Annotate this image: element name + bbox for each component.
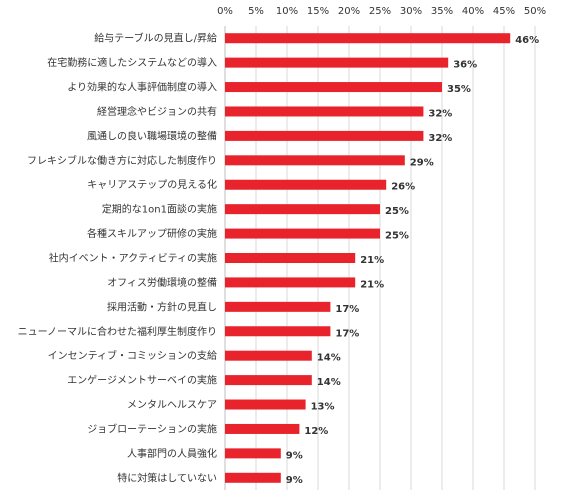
bar [225,204,380,215]
value-label: 17% [335,304,359,315]
bars [225,33,511,483]
x-tick-label: 40% [462,6,484,17]
bar [225,277,356,288]
value-label: 35% [447,84,471,95]
bar [225,179,387,190]
bar [225,228,380,239]
x-tick-label: 10% [276,6,298,17]
category-label: より効果的な人事評価制度の導入 [67,81,217,94]
category-label: 在宅勤務に適したシステムなどの導入 [47,56,217,69]
category-label: 定期的な1on1面談の実施 [102,203,217,216]
value-label: 13% [311,402,335,413]
bar [225,253,356,263]
bar [225,423,300,434]
category-label: インセンティブ・コミッションの支給 [48,349,217,362]
bar [225,350,312,361]
value-label: 25% [385,206,409,217]
category-label: ジョブローテーションの実施 [87,422,217,435]
category-label: 経営理念やビジョンの共有 [97,105,217,118]
x-tick-label: 25% [369,6,391,17]
category-label: キャリアステップの見える化 [87,178,217,191]
bar [225,106,424,117]
category-label: 社内イベント・アクティビティの実施 [49,252,217,265]
bar [225,155,405,166]
x-tick-label: 45% [493,6,515,17]
value-label: 26% [391,182,415,193]
category-label: 特に対策はしていない [117,471,217,484]
bar [225,82,442,93]
category-label: エンゲージメントサーベイの実施 [67,374,217,387]
category-label: ニューノーマルに合わせた福利厚生制度作り [18,325,217,338]
x-tick-label: 5% [248,6,264,17]
value-label: 9% [286,475,303,486]
value-label: 46% [515,35,539,46]
category-label: 各種スキルアップ研修の実施 [87,227,217,240]
bar [225,472,281,483]
bar [225,130,424,141]
value-label: 32% [428,108,452,119]
category-label: 風通しの良い職場環境の整備 [87,129,217,142]
category-label: 採用活動・方針の見直し [107,300,217,313]
x-tick-label: 30% [400,6,422,17]
value-label: 9% [286,450,303,461]
x-tick-label: 20% [338,6,360,17]
bar [225,326,331,337]
category-label: メンタルヘルスケア [127,399,217,411]
category-label: 人事部門の人員強化 [127,447,217,460]
value-label: 21% [360,255,384,266]
value-labels: 46% 36% 35% 32% 32% 29% 26% 25% 25% 21% 21% 17% 17% 1… [286,35,539,486]
value-label: 12% [304,426,328,437]
value-label: 36% [453,60,477,71]
value-label: 25% [385,231,409,242]
category-labels: 給与テーブルの見直し/昇給在宅勤務に適したシステムなどの導入より効果的な人事評価… [18,32,217,485]
x-tick-label: 50% [524,6,546,17]
x-tick-label: 35% [431,6,453,17]
bar [225,399,306,410]
value-label: 32% [428,133,452,144]
value-label: 17% [335,328,359,339]
category-label: 給与テーブルの見直し/昇給 [94,32,217,45]
bar [225,33,511,44]
category-label: オフィス労働環境の整備 [107,276,217,289]
value-label: 29% [410,157,434,168]
x-axis-tick-labels: 0% 5% 10% 15% 20% 25% 30% 35% 40% 45% 50% [217,6,546,17]
value-label: 14% [317,377,341,388]
x-tick-label: 15% [307,6,329,17]
value-label: 14% [317,353,341,364]
bar [225,375,312,386]
bar [225,57,449,68]
bar [225,301,331,312]
value-label: 21% [360,279,384,290]
x-tick-label: 0% [217,6,233,17]
category-label: フレキシブルな働き方に対応した制度作り [27,154,217,167]
bar [225,448,281,459]
